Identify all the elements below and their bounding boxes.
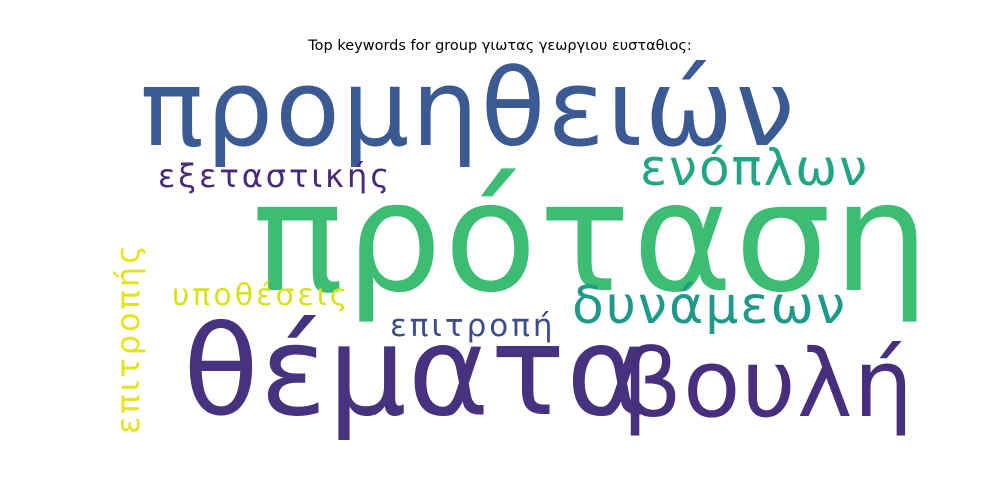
word-exetastikis: εξεταστικής xyxy=(158,157,393,195)
word-vouli: βουλή xyxy=(622,330,915,439)
word-dynameon: δυνάμεων xyxy=(572,276,848,336)
word-epitropi: επιτροπή xyxy=(390,308,556,344)
word-ypotheseis: υποθέσεις xyxy=(172,278,351,313)
word-protasi: πρόταση xyxy=(252,149,932,326)
chart-title: Top keywords for group γιωτας γεωργιου ε… xyxy=(308,38,692,54)
word-themata: θέματα xyxy=(183,300,649,444)
word-enoplon: ενόπλων xyxy=(640,139,870,197)
word-epitropis: επιτροπής xyxy=(108,242,147,434)
word-promitheion: προμηθειών xyxy=(140,47,797,170)
